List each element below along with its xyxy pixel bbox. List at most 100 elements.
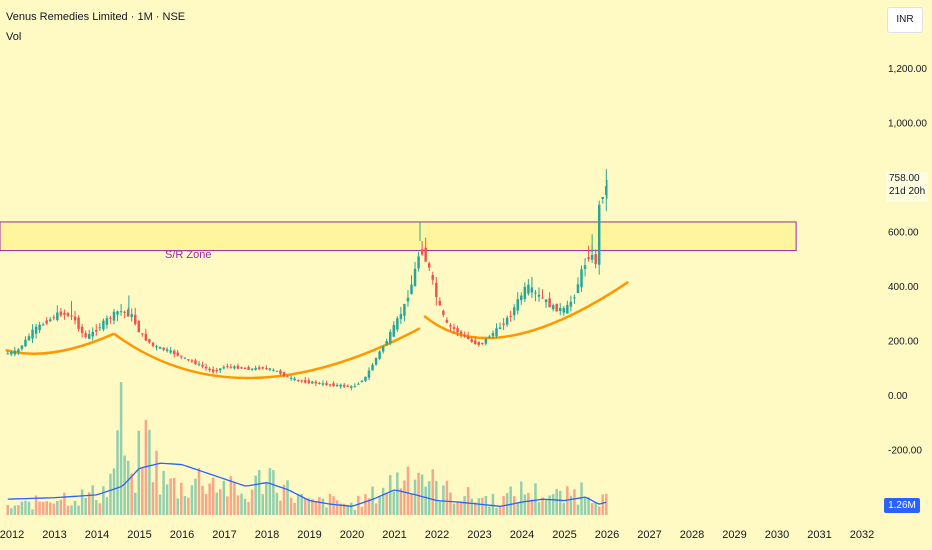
candle-body <box>335 384 339 386</box>
volume-bar <box>272 470 275 515</box>
candle-body <box>562 308 566 313</box>
volume-bar <box>293 502 296 515</box>
candle-body <box>279 370 282 374</box>
volume-bar <box>254 475 257 515</box>
volume-bar <box>66 505 70 515</box>
x-tick-label: 2024 <box>510 529 534 541</box>
x-tick-label: 2015 <box>127 529 151 541</box>
candle-body <box>215 369 218 372</box>
candle-body <box>339 384 342 387</box>
volume-bar <box>286 480 289 515</box>
volume-bar <box>587 497 590 515</box>
candle-body <box>357 383 360 385</box>
x-tick-label: 2026 <box>595 529 619 541</box>
volume-bar <box>155 450 158 515</box>
bar-countdown: 21d 20h <box>889 186 926 197</box>
candle-body <box>59 311 63 316</box>
volume-bar <box>491 493 495 515</box>
candle-body <box>144 333 148 341</box>
candle-body <box>342 384 346 387</box>
volume-bar <box>325 507 328 515</box>
volume-bar <box>38 501 41 515</box>
volume-bar <box>559 490 562 515</box>
volume-bar <box>459 502 463 515</box>
candle-body <box>307 380 311 384</box>
y-tick-label: 600.00 <box>888 228 919 239</box>
candle-body <box>438 300 442 306</box>
volume-bar <box>456 501 459 515</box>
candle-body <box>516 299 519 311</box>
candle-body <box>431 274 434 280</box>
volume-bar <box>41 501 45 515</box>
volume-bar <box>505 493 509 515</box>
candle-body <box>505 317 509 325</box>
volume-bar <box>353 509 357 515</box>
candle-body <box>10 351 13 355</box>
candle-body <box>265 368 268 370</box>
volume-bar <box>350 502 353 515</box>
candle-body <box>442 310 445 315</box>
volume-bar <box>527 492 530 515</box>
candle-body <box>77 317 80 330</box>
candle-body <box>250 368 254 370</box>
volume-bar <box>77 505 80 515</box>
last-price-badge: 758.00 21d 20h <box>886 172 928 202</box>
volume-bar <box>583 497 587 515</box>
volume-bar <box>534 483 537 515</box>
volume-bar <box>45 501 48 515</box>
volume-bar <box>183 496 187 515</box>
volume-bar <box>307 498 311 515</box>
volume-bar <box>498 506 502 515</box>
candle-body <box>463 335 466 337</box>
volume-bar <box>367 498 371 515</box>
candle-body <box>112 311 116 321</box>
candle-body <box>257 367 261 370</box>
x-tick-label: 2028 <box>680 529 704 541</box>
candle-body <box>512 307 516 316</box>
volume-bar <box>141 467 144 515</box>
candle-body <box>544 299 548 303</box>
volume-bar <box>31 509 34 515</box>
candle-body <box>243 368 247 370</box>
volume-bar <box>229 476 233 515</box>
volume-bar <box>597 506 601 515</box>
volume-bar <box>396 472 399 515</box>
candle-body <box>601 196 604 199</box>
volume-bar <box>265 483 268 515</box>
candle-body <box>211 369 215 373</box>
candle-body <box>183 357 187 359</box>
candle-body <box>389 331 392 344</box>
candle-body <box>247 367 250 370</box>
volume-bar <box>137 430 141 515</box>
candle-body <box>445 319 449 323</box>
volume-bar <box>27 501 31 515</box>
candle-body <box>399 314 403 319</box>
candle-body <box>293 378 296 381</box>
volume-bar <box>474 502 477 515</box>
candle-body <box>272 369 275 371</box>
x-tick-label: 2032 <box>850 529 874 541</box>
volume-bar <box>87 492 91 515</box>
volume-bar <box>569 495 573 515</box>
candle-body <box>286 376 289 378</box>
volume-bar <box>470 498 473 515</box>
volume-bar <box>466 487 470 515</box>
volume-bar <box>311 499 314 515</box>
currency-button[interactable]: INR <box>887 7 923 33</box>
candle-body <box>559 307 562 311</box>
candle-body <box>304 380 307 383</box>
volume-bar <box>247 502 250 515</box>
volume-bar <box>91 485 94 515</box>
volume-bar <box>551 494 555 515</box>
x-tick-label: 2022 <box>425 529 449 541</box>
candle-body <box>95 329 98 332</box>
candle-body <box>134 314 137 325</box>
candle-body <box>597 204 601 265</box>
volume-bar <box>431 469 434 515</box>
candle-body <box>119 311 123 313</box>
candle-body <box>573 297 576 299</box>
candle-body <box>594 253 597 265</box>
volume-bar <box>321 498 325 515</box>
